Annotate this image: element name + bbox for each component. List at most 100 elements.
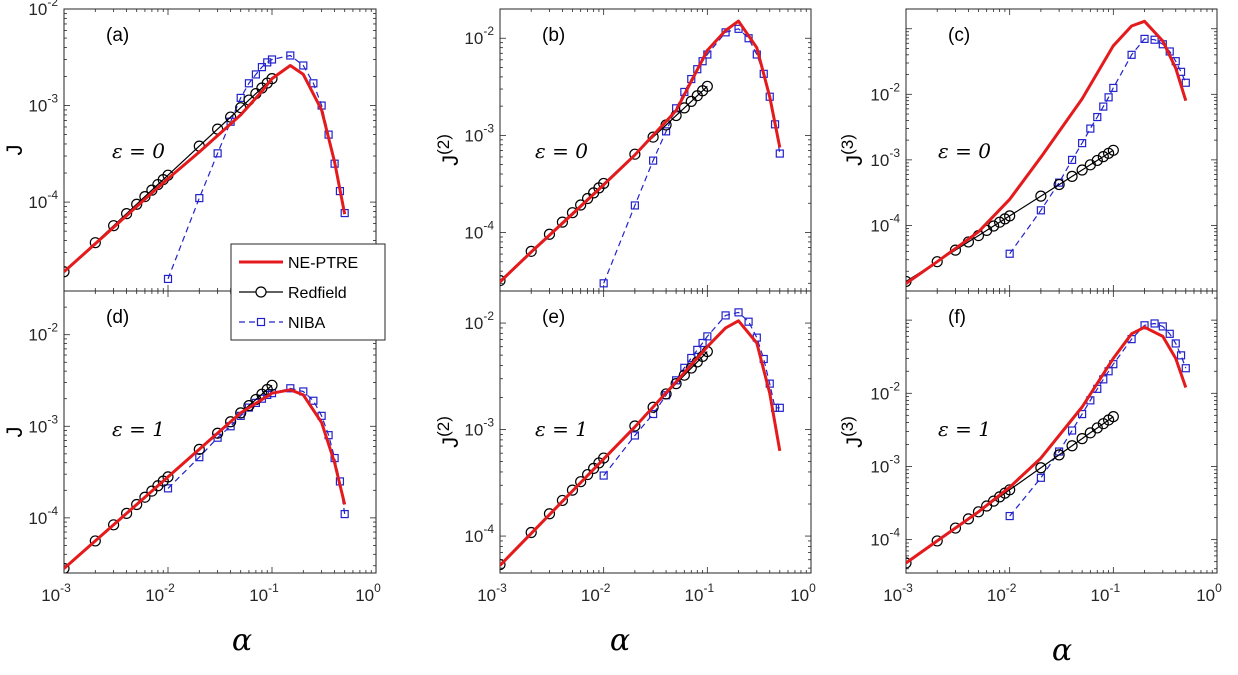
redfield-point: [1076, 433, 1088, 445]
redfield-point: [121, 208, 133, 220]
epsilon-annotation: ε = 1: [535, 417, 588, 441]
niba-point: [1067, 426, 1077, 435]
niba-point: [1150, 35, 1159, 44]
y-tick-label: 10-4: [28, 504, 58, 528]
ticks: [499, 8, 811, 291]
niba-point: [1171, 339, 1180, 348]
panel-c: 10-4 10-3 10-2 J(3) (c) ε = 0: [838, 8, 1218, 292]
redfield-point: [131, 498, 143, 511]
y-axis-label: J(2): [434, 134, 463, 166]
y-tick-label: 10-2: [28, 0, 58, 19]
redfield-point: [89, 237, 101, 249]
y-tick-label: 10-2: [28, 321, 58, 345]
redfield-point: [235, 407, 247, 419]
y-axis-label: J(3): [838, 134, 867, 166]
series-line-ne-ptre: [906, 19, 1188, 285]
redfield-point: [949, 522, 962, 534]
series-line-niba: [167, 387, 346, 515]
series-line-ne-ptre: [500, 319, 782, 567]
epsilon-annotation: ε = 0: [112, 139, 165, 163]
niba-point: [1181, 78, 1190, 87]
niba-point: [1165, 329, 1174, 338]
niba-point: [1181, 364, 1190, 373]
series-group: [906, 319, 1190, 569]
redfield-point: [225, 416, 237, 428]
panel-label: (a): [106, 25, 129, 46]
niba-point: [309, 396, 318, 405]
redfield-point: [162, 471, 174, 483]
x-tick-label: 100: [790, 581, 816, 605]
niba-point: [163, 484, 173, 493]
redfield-point: [972, 506, 985, 518]
redfield-point: [543, 228, 556, 240]
redfield-point: [678, 369, 690, 381]
niba-point: [267, 55, 277, 64]
niba-point: [693, 345, 702, 354]
niba-point: [1099, 102, 1108, 111]
niba-point: [1176, 351, 1186, 360]
niba-point: [649, 409, 658, 419]
redfield-point: [575, 199, 587, 211]
redfield-point: [1035, 462, 1047, 474]
redfield-point: [988, 495, 1000, 507]
redfield-point: [949, 244, 962, 256]
niba-point: [1036, 473, 1045, 482]
series-line-ne-ptre: [64, 388, 347, 570]
y-axis-label: J(2): [434, 416, 463, 448]
niba-point: [213, 149, 222, 158]
redfield-point: [525, 526, 537, 539]
series-line-niba: [1009, 38, 1187, 255]
redfield-point: [1091, 154, 1103, 167]
panels: 10-4 10-3 10-2 J (a) ε = 0 10-4 10-3 10-2 J(2) (b)…: [2, 0, 1222, 668]
series-group: [64, 379, 349, 573]
panel-f: 10-4 10-3 10-2 10-3 10-2 10-1 100 α J(3) (f) ε = 1: [838, 290, 1222, 668]
epsilon-annotation: ε = 0: [535, 139, 588, 163]
epsilon-annotation: ε = 1: [112, 417, 165, 441]
redfield-point: [962, 513, 975, 525]
x-tick-label: 10-2: [581, 581, 611, 605]
niba-point: [1036, 206, 1045, 215]
niba-point: [630, 201, 639, 210]
axes-box: [499, 290, 812, 574]
niba-point: [599, 279, 608, 288]
panel-d: 10-4 10-3 10-2 10-3 10-2 10-1 100 α J (d) ε = 1: [2, 290, 381, 658]
y-axis-label: J: [2, 427, 27, 438]
panel-label: (e): [542, 307, 565, 328]
series-line-redfield: [906, 149, 1114, 282]
series-line-ne-ptre: [906, 325, 1188, 565]
axes-box: [63, 290, 377, 574]
redfield-point: [598, 452, 610, 464]
x-axis-label: α: [1052, 633, 1072, 668]
niba-point: [244, 79, 254, 88]
niba-point: [1005, 511, 1014, 521]
redfield-point: [193, 443, 205, 455]
x-tick-label: 10-2: [145, 581, 175, 605]
redfield-point: [931, 256, 943, 268]
series-line-ne-ptre: [500, 19, 782, 283]
ticks: [905, 8, 1217, 292]
niba-point: [630, 431, 639, 440]
y-tick-label: 10-4: [870, 211, 900, 235]
redfield-point: [701, 80, 713, 92]
x-tick-label: 100: [1196, 581, 1222, 605]
y-tick-label: 10-2: [464, 309, 494, 333]
niba-point: [1093, 112, 1102, 122]
redfield-point: [543, 508, 556, 520]
redfield-point: [1053, 449, 1065, 461]
panel-label: (d): [106, 307, 129, 328]
series-group: [64, 51, 349, 284]
redfield-point: [139, 491, 151, 503]
redfield-point: [131, 198, 143, 210]
redfield-point: [647, 401, 659, 413]
niba-point: [1005, 249, 1014, 258]
redfield-point: [266, 73, 278, 85]
y-tick-label: 10-3: [464, 121, 494, 145]
niba-point: [1158, 322, 1167, 331]
y-tick-label: 10-2: [870, 80, 900, 104]
redfield-point: [670, 378, 682, 390]
redfield-point: [266, 379, 278, 391]
redfield-point: [500, 274, 506, 287]
epsilon-annotation: ε = 0: [938, 139, 991, 163]
legend-marker-square: [256, 317, 266, 327]
